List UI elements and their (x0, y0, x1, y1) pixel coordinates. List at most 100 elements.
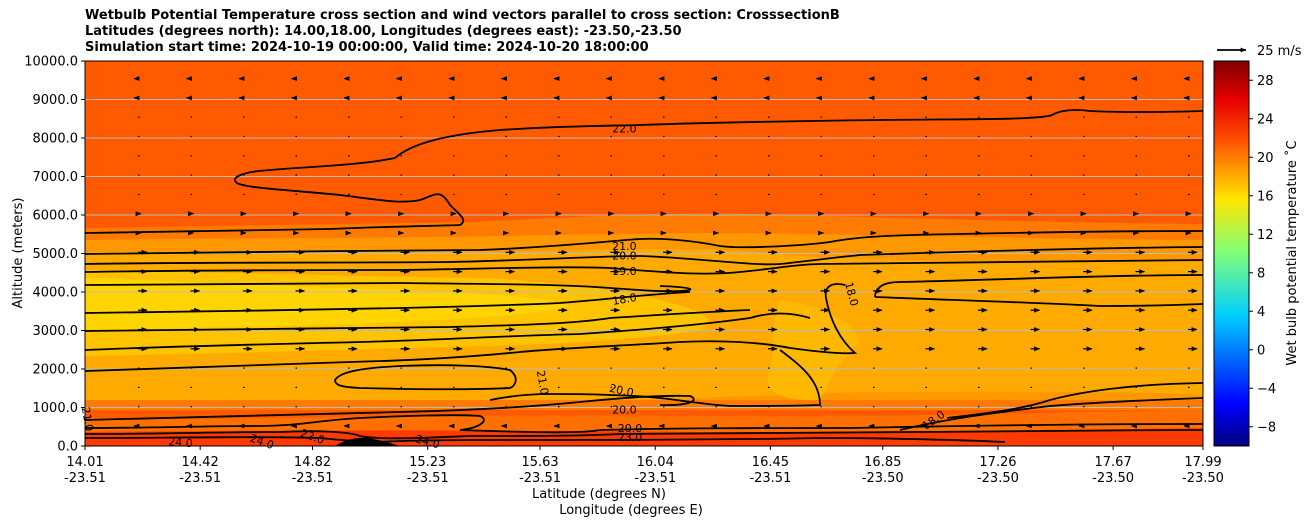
contour-21 (85, 230, 1203, 255)
x-tick-label-lat: 14.82 (294, 455, 331, 470)
contour-label-text: 24.0 (414, 432, 441, 451)
colorbar-tick-label: −4 (1257, 382, 1276, 397)
contour-label: 24.0 (414, 432, 441, 451)
y-tick-label: 6000.0 (33, 209, 79, 224)
contour-label: 21.0 (612, 240, 637, 253)
y-tick-label: 2000.0 (33, 363, 79, 378)
contour-label: 19.0 (612, 265, 637, 278)
x-tick-label-lon: -23.51 (407, 471, 449, 486)
contour-label: 20.0 (612, 249, 637, 262)
contour-18-low (946, 382, 1203, 419)
contour-label-text: 23.0 (618, 431, 643, 444)
contour-label-text: 20.0 (612, 249, 637, 262)
contour-18-d (85, 312, 811, 351)
x-tick-label-lat: 14.01 (66, 455, 103, 470)
y-tick-label: 9000.0 (33, 93, 79, 108)
y-axis-label: Altitude (meters) (11, 198, 26, 309)
contour-label-group: 22.021.020.019.018.0 18.021.0 20.020.020.0… (79, 122, 948, 452)
contour-label: 18.0 (842, 281, 861, 308)
y-tick-label: 4000.0 (33, 286, 79, 301)
contour-label-text: 18.0 (611, 291, 637, 308)
contour-18-b (85, 291, 691, 314)
x-tick-label-lon: -23.51 (179, 471, 221, 486)
x-tick-label-lat: 17.26 (979, 455, 1016, 470)
x-tick-label-lon: -23.50 (1182, 471, 1224, 486)
x-tick-label-lon: -23.51 (519, 471, 561, 486)
contour-label: 21.0 (534, 369, 551, 395)
y-tick-label: 5000.0 (33, 247, 79, 262)
x-tick-label-lon: -23.50 (1092, 471, 1134, 486)
x-axis-label-lat: Latitude (degrees N) (532, 487, 666, 502)
colorbar (1213, 60, 1250, 447)
x-tick-label-lat: 14.42 (182, 455, 219, 470)
x-axis: 14.01-23.5114.42-23.5114.82-23.5115.23-2… (64, 446, 1224, 486)
contour-label: 20.0 (618, 422, 643, 435)
colorbar-tick-label: 20 (1257, 151, 1274, 166)
contour-label: 20.0 (612, 403, 637, 416)
colorbar-label: Wet bulb potential temperature ˚C (1284, 140, 1300, 365)
colorbar-tick-label: 8 (1257, 266, 1265, 281)
x-tick-label-lat: 16.45 (752, 455, 789, 470)
y-tick-label: 3000.0 (33, 324, 79, 339)
x-tick-label-lon: -23.50 (862, 471, 904, 486)
y-tick-label: 7000.0 (33, 170, 79, 185)
title-line-3: Simulation start time: 2024-10-19 00:00:… (85, 40, 649, 55)
contour-label-text: 19.0 (612, 265, 637, 278)
colorbar-tick-label: 12 (1257, 228, 1274, 243)
plot-area (85, 61, 1203, 446)
y-tick-label: 8000.0 (33, 132, 79, 147)
title-line-1: Wetbulb Potential Temperature cross sect… (85, 8, 840, 23)
contour-label-text: 18.0 (842, 281, 861, 308)
contour-20 (85, 246, 1203, 266)
contour-label: 22.0 (612, 122, 637, 135)
contour-20-surface (85, 414, 1203, 434)
contour-22-upper (234, 109, 1203, 184)
contour-label: 24.0 (168, 435, 194, 450)
contour-lines (85, 109, 1203, 443)
y-axis: 0.0 1000.0 2000.0 3000.0 4000.0 5000.0 6000.0 7… (24, 55, 85, 455)
chart-title: Wetbulb Potential Temperature cross sect… (85, 8, 840, 56)
fill-region-yellow (85, 278, 570, 330)
x-tick-label-lon: -23.51 (634, 471, 676, 486)
x-axis-label-lon: Longitude (degrees E) (559, 503, 703, 518)
contour-label: 18.0 (611, 291, 637, 308)
contour-label: 21.0 (79, 406, 96, 432)
contour-18-f (874, 274, 1203, 298)
x-tick-label-lat: 17.99 (1184, 455, 1221, 470)
contour-20-low-b (899, 397, 1203, 431)
contour-label-text: 22.0 (612, 122, 637, 135)
contour-label: 20.0 (608, 382, 635, 400)
contour-label-text: 21.0 (79, 406, 96, 432)
contour-18-a (85, 282, 692, 293)
y-tick-label: 10000.0 (24, 55, 78, 70)
wind-vectors (133, 61, 1198, 429)
contour-18-c (85, 309, 751, 332)
contour-20-low-a (85, 394, 695, 421)
x-tick-label-lat: 17.67 (1095, 455, 1132, 470)
x-tick-label-lon: -23.50 (977, 471, 1019, 486)
contour-label-text: 21.0 (534, 369, 551, 395)
x-tick-label-lat: 16.85 (864, 455, 901, 470)
colorbar-tick-label: 0 (1257, 343, 1265, 358)
contour-label: 23.0 (618, 431, 643, 444)
contour-23-surface (85, 429, 1203, 440)
contour-21-inner (334, 364, 517, 391)
contour-18-g (874, 296, 1203, 307)
x-tick-label-lon: -23.51 (64, 471, 106, 486)
contour-label-text: 24.0 (168, 435, 194, 450)
contour-label-text: 20.0 (612, 403, 637, 416)
x-tick-label-lat: 15.63 (521, 455, 558, 470)
x-tick-label-lon: -23.51 (292, 471, 334, 486)
colorbar-ticks: −8 −4 0 4 8 12 16 20 24 28 (1249, 74, 1276, 435)
contour-label-text: 21.0 (612, 240, 637, 253)
contour-19 (85, 259, 1203, 275)
colorbar-tick-label: −8 (1257, 420, 1276, 435)
x-tick-label-lon: -23.51 (749, 471, 791, 486)
y-tick-label: 1000.0 (33, 401, 79, 416)
x-tick-label-lat: 16.04 (637, 455, 674, 470)
colorbar-tick-label: 16 (1257, 189, 1274, 204)
contour-22-lower (85, 182, 465, 234)
contour-label-text: 20.0 (618, 422, 643, 435)
contour-24-surface (85, 436, 1006, 443)
